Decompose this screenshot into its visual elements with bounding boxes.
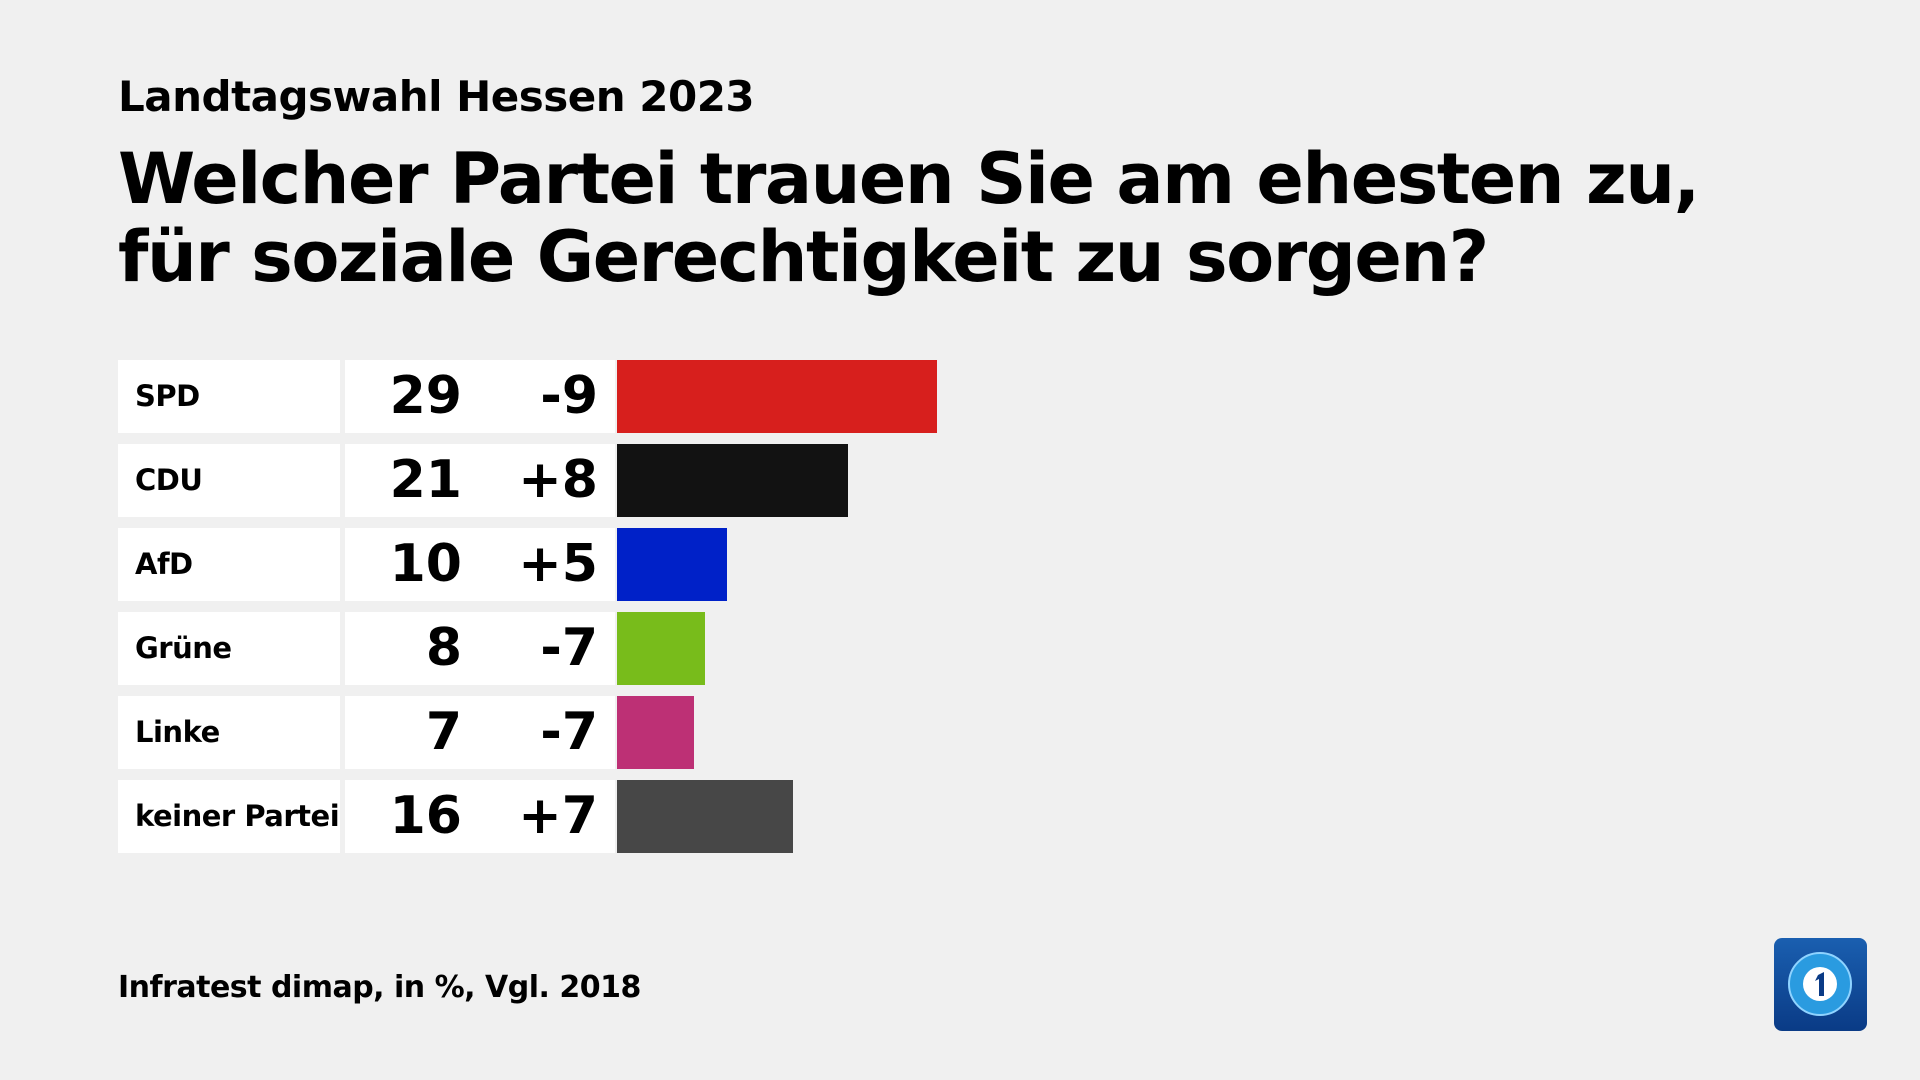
value-cell: 10 +5 [345,528,615,601]
value-label: 21 [389,450,462,510]
bar-row-5: keiner Partei 16 +7 [118,780,1518,853]
value-cell: 7 -7 [345,696,615,769]
bar [617,612,706,685]
change-label: -7 [540,618,598,678]
change-label: -9 [540,366,598,426]
bar [617,360,937,433]
category-label-cell: Grüne [118,612,340,685]
value-label: 7 [425,702,462,762]
bar-row-3: Grüne 8 -7 [118,612,1518,685]
bar [617,696,695,769]
category-label: Grüne [135,631,232,665]
category-label: CDU [135,463,203,497]
category-label-cell: Linke [118,696,340,769]
category-label-cell: CDU [118,444,340,517]
bar-row-4: Linke 7 -7 [118,696,1518,769]
value-label: 29 [389,366,462,426]
category-label-cell: keiner Partei [118,780,340,853]
value-cell: 21 +8 [345,444,615,517]
bar-row-1: CDU 21 +8 [118,444,1518,517]
chart-subtitle: Landtagswahl Hessen 2023 [118,72,755,121]
category-label: keiner Partei [135,799,340,833]
value-cell: 29 -9 [345,360,615,433]
chart-title: Welcher Partei trauen Sie am ehesten zu,… [118,138,1700,298]
category-label-cell: AfD [118,528,340,601]
value-cell: 16 +7 [345,780,615,853]
category-label: Linke [135,715,220,749]
source-note: Infratest dimap, in %, Vgl. 2018 [118,970,641,1005]
bar-row-2: AfD 10 +5 [118,528,1518,601]
change-label: +8 [518,450,598,510]
change-label: +7 [518,786,598,846]
value-cell: 8 -7 [345,612,615,685]
bar-row-0: SPD 29 -9 [118,360,1518,433]
value-label: 10 [389,534,462,594]
value-label: 8 [425,618,462,678]
ard-logo [1774,938,1867,1031]
bar [617,444,849,517]
category-label: AfD [135,547,193,581]
category-label: SPD [135,379,200,413]
bar [617,780,794,853]
change-label: +5 [518,534,598,594]
category-label-cell: SPD [118,360,340,433]
value-label: 16 [389,786,462,846]
change-label: -7 [540,702,598,762]
bar [617,528,728,601]
